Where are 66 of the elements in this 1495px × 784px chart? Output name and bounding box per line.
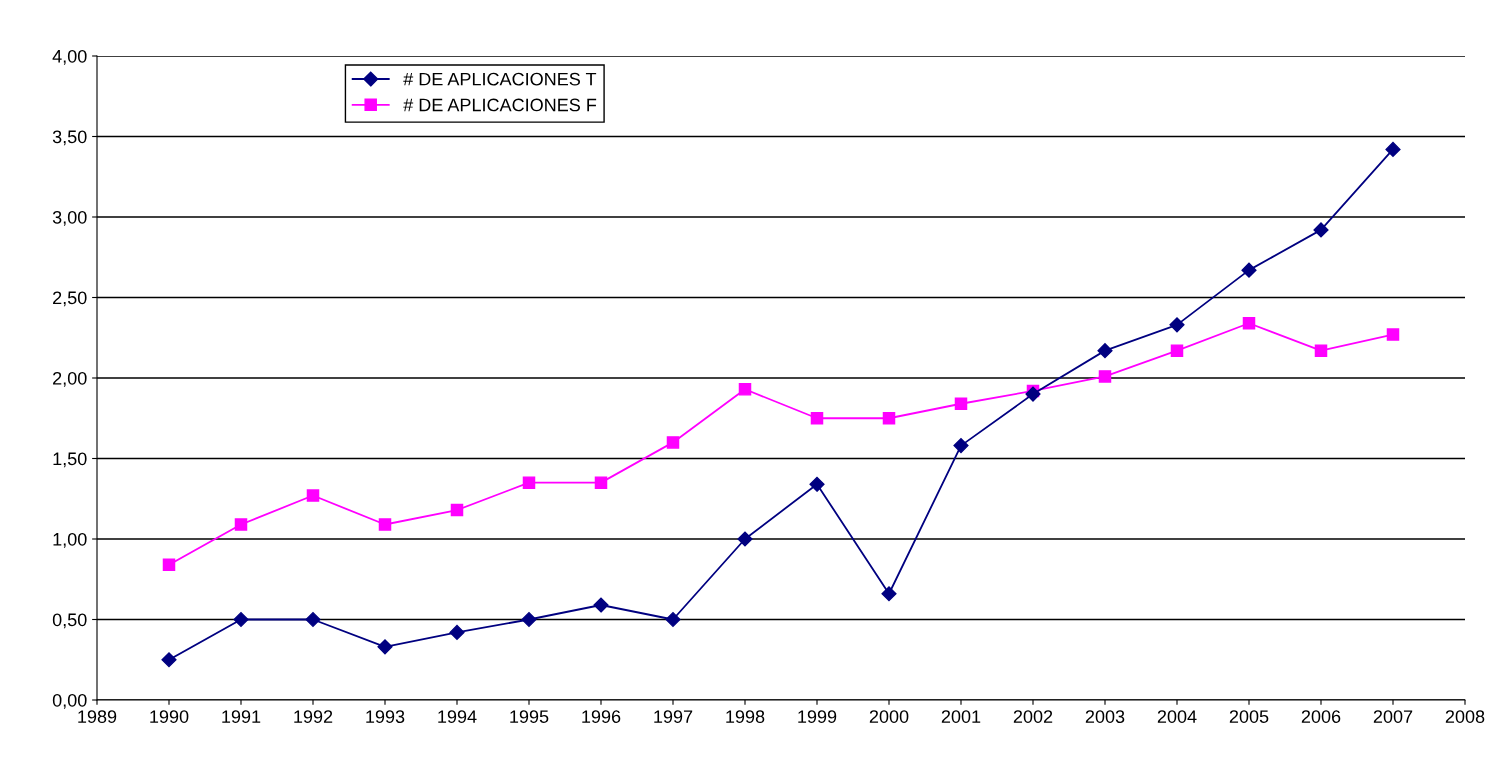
point	[953, 438, 969, 454]
x-tick-label: 2005	[1229, 710, 1269, 723]
point	[593, 597, 609, 613]
point	[738, 383, 752, 396]
point	[881, 586, 897, 602]
point	[810, 411, 824, 425]
point	[1241, 262, 1257, 278]
y-tick-label: 3,00	[52, 210, 87, 226]
y-tick-label: 3,50	[52, 130, 87, 146]
x-tick-label: 2001	[941, 710, 981, 723]
x-tick-label: 1998	[726, 710, 765, 723]
point	[306, 489, 320, 502]
x-tick-label: 2008	[1445, 710, 1485, 723]
point	[449, 624, 465, 640]
x-tick-label: 1995	[510, 710, 549, 723]
x-tick-label: 1994	[438, 710, 477, 723]
point	[233, 611, 249, 628]
x-tick-label: 1996	[582, 710, 621, 723]
x-tick-label: 2004	[1157, 710, 1197, 723]
point	[522, 476, 536, 489]
y-tick-label: 0,50	[52, 613, 87, 629]
point	[666, 436, 680, 449]
point	[1313, 222, 1329, 238]
x-tick-label: 2007	[1373, 710, 1413, 723]
point	[1314, 344, 1328, 357]
y-tick-label: 2,00	[53, 371, 87, 387]
point	[954, 397, 968, 411]
point	[1242, 317, 1256, 330]
y-tick-label: 1,50	[53, 452, 87, 468]
point	[1170, 344, 1184, 357]
point	[162, 558, 176, 572]
y-tick-label: 2,50	[53, 291, 87, 307]
x-tick-label: 1997	[654, 710, 693, 723]
point	[665, 611, 681, 628]
point	[161, 652, 177, 668]
point	[737, 531, 753, 547]
x-tick-label: 2006	[1301, 710, 1341, 723]
x-tick-label: 1989	[78, 710, 117, 723]
x-tick-label: 2003	[1085, 710, 1125, 723]
point	[1097, 343, 1113, 359]
x-tick-label: 2000	[869, 710, 909, 723]
point	[1385, 141, 1401, 157]
point	[809, 476, 825, 492]
x-tick-label: 1991	[222, 710, 261, 723]
y-tick-label: 0,00	[52, 693, 87, 709]
point	[521, 611, 537, 628]
point	[1098, 370, 1112, 383]
legend-label: # DE APLICACIONES T	[403, 72, 597, 86]
point	[234, 518, 248, 531]
point	[305, 611, 321, 628]
x-tick-label: 2002	[1013, 710, 1053, 723]
y-tick-label: 1,00	[53, 532, 87, 548]
point	[1025, 386, 1041, 402]
point	[1386, 328, 1400, 341]
point	[377, 639, 393, 655]
x-tick-label: 1990	[150, 710, 189, 723]
point	[1169, 317, 1185, 333]
point	[378, 518, 392, 531]
point	[450, 503, 464, 517]
y-tick-label: 4,00	[52, 49, 87, 65]
point	[594, 476, 608, 489]
legend-label: # DE APLICACIONES F	[403, 98, 597, 112]
x-tick-label: 1999	[798, 710, 837, 723]
x-tick-label: 1993	[366, 710, 405, 723]
point	[882, 411, 896, 425]
x-tick-label: 1992	[294, 710, 333, 723]
